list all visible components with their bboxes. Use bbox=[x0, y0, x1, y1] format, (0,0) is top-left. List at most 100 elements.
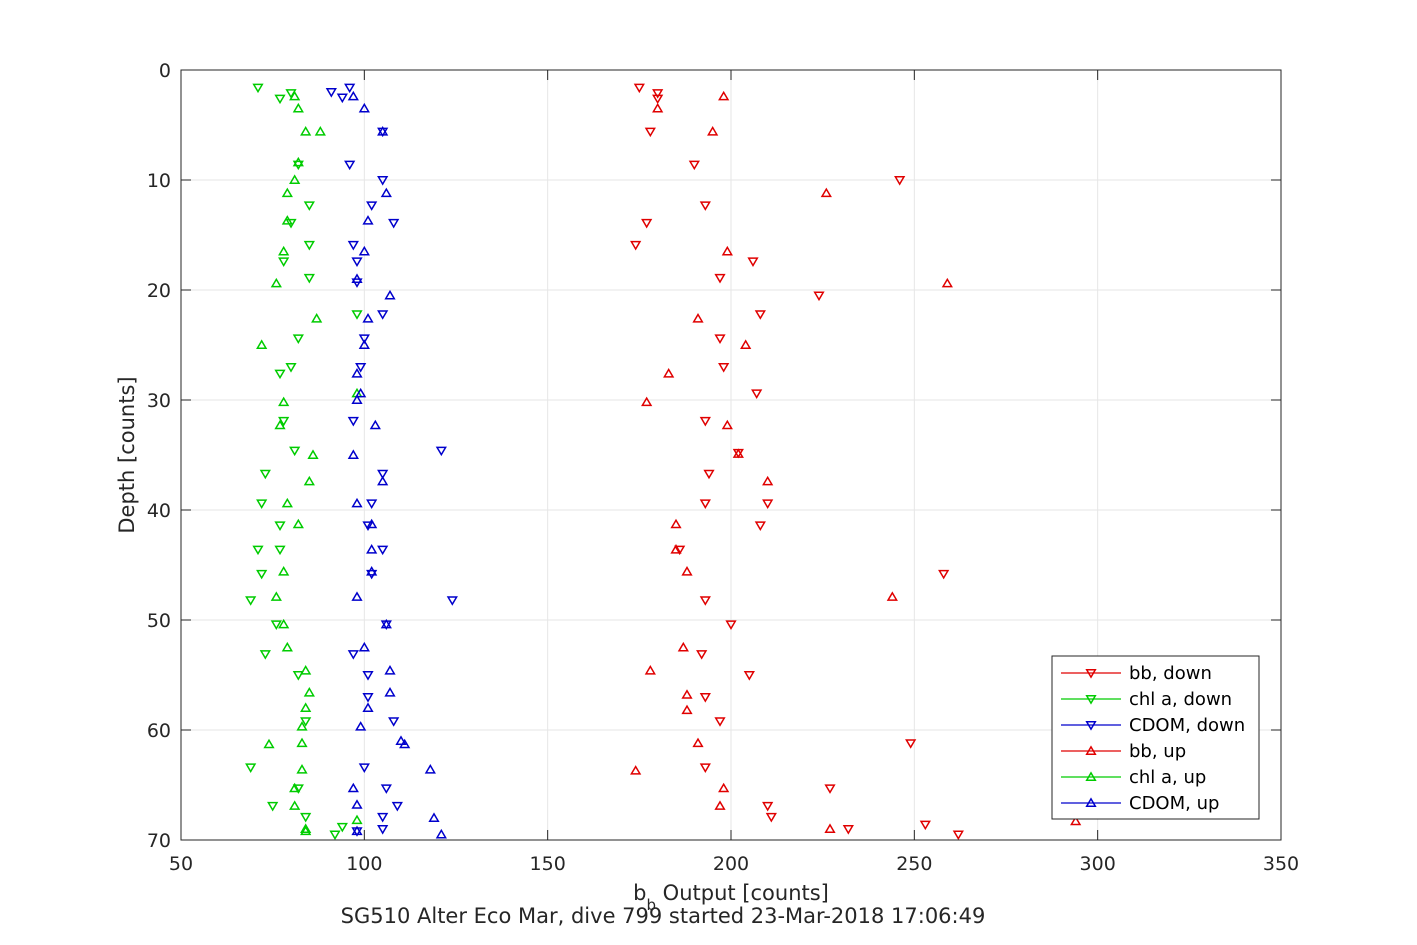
data-point bbox=[278, 618, 290, 629]
data-point bbox=[303, 273, 315, 284]
data-point bbox=[670, 544, 682, 554]
data-point bbox=[303, 240, 315, 251]
data-point bbox=[641, 396, 653, 407]
data-point bbox=[281, 187, 293, 198]
data-point bbox=[824, 823, 836, 833]
data-point bbox=[842, 825, 854, 835]
data-point bbox=[351, 310, 363, 320]
data-point bbox=[351, 814, 363, 825]
data-point bbox=[721, 419, 733, 430]
data-point bbox=[270, 620, 282, 630]
data-point bbox=[289, 174, 301, 184]
data-point bbox=[670, 518, 682, 529]
data-point bbox=[699, 763, 711, 773]
x-tick-label: 350 bbox=[1263, 853, 1299, 875]
data-point bbox=[699, 693, 711, 703]
data-point bbox=[369, 419, 381, 430]
data-point bbox=[336, 822, 348, 833]
data-point bbox=[820, 187, 832, 198]
data-point bbox=[813, 291, 825, 302]
y-tick-label: 30 bbox=[147, 390, 171, 412]
data-point bbox=[351, 273, 363, 283]
data-point bbox=[941, 277, 953, 288]
legend-item: CDOM, down bbox=[1061, 715, 1245, 736]
data-point bbox=[307, 449, 319, 459]
data-point bbox=[355, 721, 367, 731]
data-point bbox=[718, 782, 730, 793]
legend-items: bb, down chl a, down CDOM, down bb, up chl a… bbox=[1061, 663, 1245, 814]
data-point bbox=[681, 566, 693, 576]
data-point bbox=[362, 693, 374, 703]
data-point bbox=[692, 313, 704, 323]
data-point bbox=[377, 475, 389, 486]
data-point bbox=[358, 102, 370, 113]
data-point bbox=[278, 257, 290, 267]
data-point bbox=[270, 277, 282, 288]
data-point bbox=[292, 671, 304, 681]
data-point bbox=[762, 801, 774, 812]
chart-title: SG510 Alter Eco Mar, dive 799 started 23… bbox=[341, 904, 986, 928]
legend-label: bb, up bbox=[1129, 741, 1186, 762]
data-point bbox=[296, 764, 308, 774]
data-point bbox=[358, 334, 370, 344]
data-point bbox=[358, 641, 370, 652]
x-tick-label: 200 bbox=[713, 853, 749, 875]
data-point bbox=[384, 289, 396, 300]
data-point bbox=[696, 650, 708, 660]
data-point bbox=[424, 764, 436, 774]
data-point bbox=[292, 156, 304, 167]
data-point bbox=[300, 717, 312, 727]
data-point bbox=[274, 521, 286, 531]
data-point bbox=[388, 218, 400, 229]
data-point bbox=[366, 566, 378, 576]
data-point bbox=[824, 784, 836, 794]
data-point bbox=[919, 820, 931, 831]
y-axis-label: Depth [counts] bbox=[115, 376, 139, 533]
data-point bbox=[377, 469, 389, 480]
data-point bbox=[377, 825, 389, 835]
data-point bbox=[278, 245, 290, 256]
data-point bbox=[732, 448, 744, 458]
data-point bbox=[296, 737, 308, 748]
legend-item: chl a, up bbox=[1061, 767, 1206, 788]
data-point bbox=[718, 363, 730, 373]
data-point bbox=[285, 363, 297, 373]
data-point bbox=[300, 126, 312, 136]
data-point bbox=[699, 596, 711, 606]
data-point bbox=[252, 545, 264, 556]
data-point bbox=[377, 545, 389, 556]
data-point bbox=[292, 334, 304, 344]
legend-label: CDOM, down bbox=[1129, 715, 1245, 736]
data-point bbox=[355, 363, 367, 373]
legend-item: CDOM, up bbox=[1061, 793, 1219, 814]
legend-label: bb, down bbox=[1129, 663, 1212, 684]
data-point bbox=[278, 416, 290, 427]
data-point bbox=[259, 469, 271, 480]
data-point bbox=[725, 620, 737, 630]
x-tick-label: 50 bbox=[169, 853, 193, 875]
data-point bbox=[259, 650, 271, 660]
data-point bbox=[388, 717, 400, 727]
data-point bbox=[754, 521, 766, 531]
data-point bbox=[347, 782, 359, 793]
x-axis-label: bb Output [counts] bbox=[633, 881, 829, 914]
legend-marker bbox=[1085, 695, 1097, 705]
data-point bbox=[721, 245, 733, 256]
legend-marker bbox=[1085, 771, 1097, 781]
data-marks bbox=[245, 83, 1082, 841]
data-point bbox=[351, 257, 363, 267]
data-point bbox=[630, 240, 642, 251]
data-point bbox=[303, 475, 315, 486]
data-point bbox=[366, 201, 378, 211]
data-point bbox=[765, 812, 777, 823]
data-point bbox=[347, 240, 359, 251]
data-point bbox=[633, 83, 645, 94]
data-point bbox=[366, 518, 378, 529]
legend-item: bb, down bbox=[1061, 663, 1212, 684]
y-tick-label: 40 bbox=[147, 500, 171, 522]
data-point bbox=[300, 665, 312, 675]
data-point bbox=[355, 387, 367, 398]
data-point bbox=[263, 738, 275, 749]
data-point bbox=[446, 596, 458, 606]
data-point bbox=[351, 799, 363, 809]
